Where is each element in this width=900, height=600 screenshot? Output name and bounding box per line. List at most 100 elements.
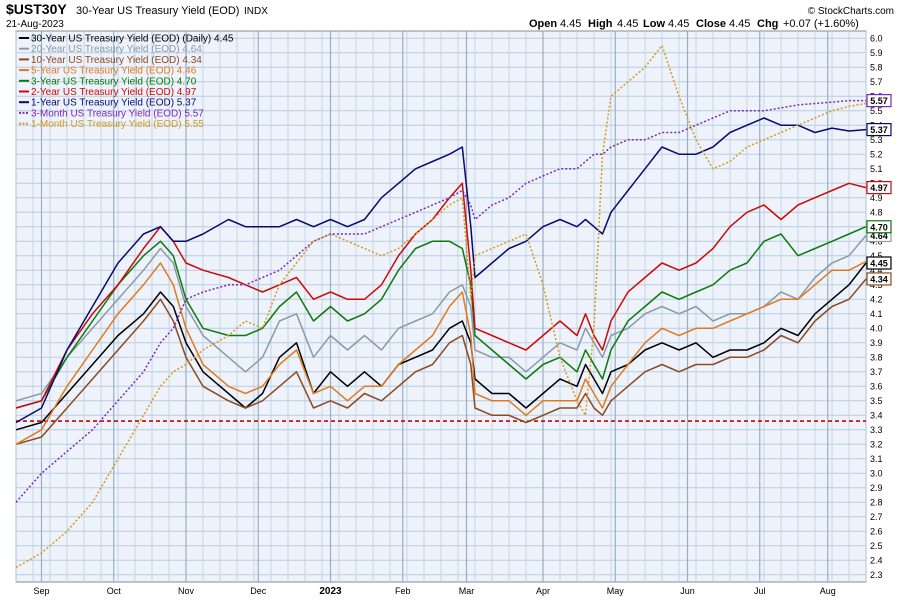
value-tag-box <box>866 122 892 137</box>
legend: 30-Year US Treasury Yield (EOD) (Daily) … <box>19 34 234 130</box>
y-tick-label: 2.6 <box>870 526 883 536</box>
chart-name: 30-Year US Treasury Yield (EOD) <box>76 5 239 17</box>
value-tag-text: 4.45 <box>870 259 888 269</box>
x-tick-label: Jun <box>680 586 695 596</box>
x-tick-label: Aug <box>820 586 836 596</box>
y-tick-label: 2.3 <box>870 570 883 580</box>
value-tag-5: 4.97 <box>866 181 892 195</box>
legend-entry-7: 3-Month US Treasury Yield (EOD) 5.57 <box>31 108 204 119</box>
chart-symbol: $UST30Y <box>6 1 67 17</box>
value-tag-text: 4.97 <box>870 183 888 193</box>
x-tick-label: Sep <box>33 586 49 596</box>
y-tick-label: 4.8 <box>870 207 883 217</box>
close-value: 4.45 <box>729 18 750 30</box>
value-tag-box <box>866 220 892 234</box>
y-tick-label: 3.8 <box>870 352 883 362</box>
value-tag-2: 4.34 <box>866 272 892 286</box>
legend-entry-4: 3-Year US Treasury Yield (EOD) 4.70 <box>31 76 197 87</box>
y-tick-label: 2.9 <box>870 483 883 493</box>
legend-entry-1: 20-Year US Treasury Yield (EOD) 4.64 <box>31 44 202 55</box>
y-tick-label: 5.5 <box>870 106 883 116</box>
value-tag-text: 4.70 <box>870 222 888 232</box>
value-tag-box <box>866 181 892 195</box>
y-tick-label: 6.0 <box>870 33 883 43</box>
legend-entry-3: 5-Year US Treasury Yield (EOD) 4.46 <box>31 66 197 77</box>
series-line-6 <box>15 117 867 424</box>
value-tag-box <box>866 93 892 108</box>
y-tick-label: 3.6 <box>870 381 883 391</box>
chg-value: +0.07 (+1.60%) <box>783 18 859 30</box>
value-tag-text: 4.34 <box>870 274 888 284</box>
x-tick-label: Feb <box>395 586 411 596</box>
legend-entry-8: 1-Month US Treasury Yield (EOD) 5.55 <box>31 119 204 130</box>
chart-exchange: INDX <box>244 6 268 17</box>
low-value: 4.45 <box>668 18 689 30</box>
x-tick-label: Mar <box>459 586 475 596</box>
value-tag-box <box>866 272 892 286</box>
x-tick-label: Apr <box>536 586 550 596</box>
x-tick-label: Jul <box>754 586 766 596</box>
y-tick-label: 2.4 <box>870 555 883 565</box>
y-tick-label: 5.9 <box>870 48 883 58</box>
y-tick-label: 5.7 <box>870 77 883 87</box>
y-tick-label: 4.1 <box>870 309 883 319</box>
y-tick-label: 5.8 <box>870 62 883 72</box>
open-value: 4.45 <box>560 18 581 30</box>
y-tick-label: 4.0 <box>870 323 883 333</box>
legend-entry-6: 1-Year US Treasury Yield (EOD) 5.37 <box>31 98 197 109</box>
series-line-4 <box>15 226 867 409</box>
close-label: Close <box>696 18 726 30</box>
x-axis: Sep Oct Nov Dec 2023 Feb Mar Apr May Jun Jul Aug <box>33 586 835 597</box>
y-tick-label: 3.5 <box>870 396 883 406</box>
y-tick-label: 3.2 <box>870 439 883 449</box>
value-tag-text: 5.37 <box>870 125 888 135</box>
y-tick-label: 5.2 <box>870 149 883 159</box>
low-label: Low <box>643 18 665 30</box>
value-tag-6: 5.37 <box>866 122 892 137</box>
last-value-tags: 4.45 4.64 4.34 4.70 4.97 5.37 5.57 <box>866 93 892 286</box>
y-tick-label: 2.7 <box>870 512 883 522</box>
y-tick-label: 4.4 <box>870 265 883 275</box>
grid-lines <box>15 31 867 582</box>
value-tag-text: 5.57 <box>870 96 888 106</box>
y-tick-label: 3.4 <box>870 410 883 420</box>
chg-label: Chg <box>757 18 778 30</box>
ohlc-readout: Open 4.45 High 4.45 Low 4.45 Close 4.45 … <box>529 18 859 30</box>
y-tick-label: 3.9 <box>870 338 883 348</box>
high-label: High <box>588 18 613 30</box>
y-tick-label: 4.9 <box>870 193 883 203</box>
y-tick-label: 2.8 <box>870 497 883 507</box>
high-value: 4.45 <box>617 18 638 30</box>
x-tick-label: Oct <box>107 586 122 596</box>
y-tick-label: 3.3 <box>870 425 883 435</box>
x-tick-label: Dec <box>250 586 267 596</box>
chart-date: 21-Aug-2023 <box>6 19 64 30</box>
legend-entry-5: 2-Year US Treasury Yield (EOD) 4.97 <box>31 87 197 98</box>
watermark: © StockCharts.com <box>808 6 894 17</box>
y-tick-label: 3.7 <box>870 367 883 377</box>
value-tag-box <box>866 256 892 270</box>
y-tick-label: 4.2 <box>870 294 883 304</box>
x-tick-label: 2023 <box>319 586 342 597</box>
y-tick-label: 3.1 <box>870 454 883 464</box>
legend-entry-2: 10-Year US Treasury Yield (EOD) 4.34 <box>31 55 202 66</box>
series-line-1 <box>15 235 867 402</box>
series-lines <box>15 44 867 569</box>
y-tick-label: 4.5 <box>870 251 883 261</box>
value-tag-7: 5.57 <box>866 93 892 108</box>
y-tick-label: 5.3 <box>870 135 883 145</box>
series-line-7 <box>15 99 866 503</box>
open-label: Open <box>529 18 557 30</box>
series-line-2 <box>15 278 867 446</box>
legend-entry-0: 30-Year US Treasury Yield (EOD) (Daily) … <box>31 34 234 45</box>
series-line-5 <box>15 182 867 409</box>
value-tag-4: 4.70 <box>866 220 892 234</box>
y-tick-label: 3.0 <box>870 468 883 478</box>
x-tick-label: May <box>607 586 625 596</box>
y-tick-label: 2.5 <box>870 541 883 551</box>
series-line-3 <box>15 260 867 445</box>
value-tag-text: 4.64 <box>870 231 888 241</box>
value-tag-0: 4.45 <box>866 256 892 270</box>
series-line-8 <box>15 44 867 569</box>
